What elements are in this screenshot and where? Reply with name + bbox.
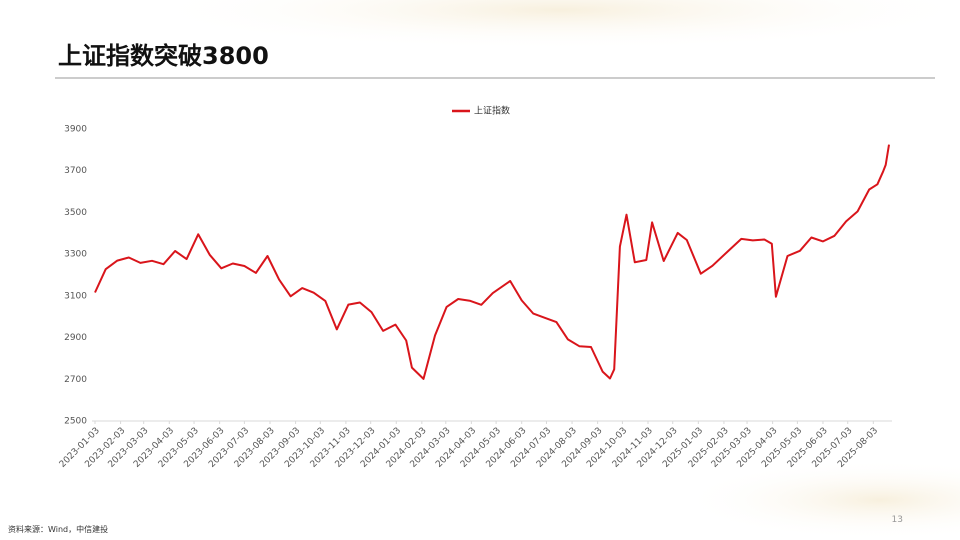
y-tick-label: 3700 [64, 166, 87, 176]
y-tick-label: 3100 [64, 291, 87, 301]
y-tick-label: 2700 [64, 375, 87, 385]
decoration [680, 460, 960, 540]
legend-label: 上证指数 [474, 105, 510, 117]
y-tick-label: 3900 [64, 125, 87, 135]
series-line [94, 144, 890, 380]
y-tick-label: 2900 [64, 333, 87, 343]
slide-title: 上证指数突破3800 [58, 42, 269, 70]
source-note: 资料来源：Wind，中信建投 [8, 524, 108, 534]
decoration [140, 0, 960, 50]
y-tick-label: 3500 [64, 208, 87, 218]
page-number: 13 [892, 515, 903, 525]
y-tick-label: 3300 [64, 250, 87, 260]
y-tick-label: 2500 [64, 417, 87, 427]
